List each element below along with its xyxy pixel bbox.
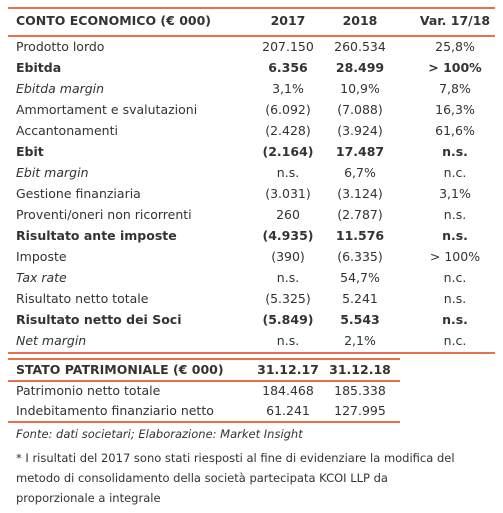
cell: (390)	[271, 249, 305, 264]
cell: metodo di consolidamento della società p…	[16, 471, 388, 485]
cell: (3.031)	[265, 186, 311, 201]
cell: 7,8%	[439, 81, 471, 96]
cell: (5.849)	[262, 312, 314, 327]
cell: Tax rate	[16, 270, 67, 285]
rule	[8, 352, 495, 354]
cell: n.s.	[276, 333, 300, 348]
cell: 184.468	[262, 383, 314, 398]
cell: n.s.	[442, 228, 468, 243]
cell: 61,6%	[435, 123, 475, 138]
cell: 17.487	[335, 144, 385, 159]
cell: (4.935)	[262, 228, 314, 243]
cell: 11.576	[335, 228, 385, 243]
cell: Patrimonio netto totale	[16, 383, 161, 398]
cell: > 100%	[428, 60, 482, 75]
rule	[8, 7, 495, 9]
cell: (3.924)	[337, 123, 383, 138]
cell: (5.325)	[265, 291, 311, 306]
cell: Ebitda margin	[16, 81, 105, 96]
cell: Ebit	[16, 144, 44, 159]
cell: STATO PATRIMONIALE (€ 000)	[16, 362, 224, 377]
cell: n.s.	[276, 165, 300, 180]
cell: 185.338	[334, 383, 386, 398]
cell: n.s.	[443, 291, 467, 306]
rule	[8, 380, 400, 382]
cell: Gestione finanziaria	[16, 186, 141, 201]
rule	[8, 358, 400, 360]
cell: 2018	[342, 13, 378, 28]
cell: 3,1%	[272, 81, 304, 96]
cell: Ebit margin	[16, 165, 89, 180]
cell: 10,9%	[340, 81, 380, 96]
cell: Fonte: dati societari; Elaborazione: Mar…	[16, 427, 303, 441]
cell: n.s.	[276, 270, 300, 285]
cell: 25,8%	[435, 39, 475, 54]
cell: 5.543	[340, 312, 380, 327]
cell: Imposte	[16, 249, 67, 264]
cell: 207.150	[262, 39, 314, 54]
cell: 2017	[270, 13, 306, 28]
cell: n.c.	[443, 270, 467, 285]
cell: proporzionale a integrale	[16, 491, 161, 505]
cell: Ammortament e svalutazioni	[16, 102, 198, 117]
cell: 28.499	[335, 60, 385, 75]
cell: Proventi/oneri non ricorrenti	[16, 207, 192, 222]
cell: Risultato ante imposte	[16, 228, 177, 243]
cell: 2,1%	[344, 333, 376, 348]
cell: Net margin	[16, 333, 87, 348]
cell: 3,1%	[439, 186, 471, 201]
cell: Accantonamenti	[16, 123, 118, 138]
cell: 31.12.18	[329, 362, 391, 377]
cell: 61.241	[266, 403, 310, 418]
cell: (6.092)	[265, 102, 311, 117]
cell: n.s.	[443, 207, 467, 222]
cell: Var. 17/18	[419, 13, 491, 28]
cell: (2.428)	[265, 123, 311, 138]
cell: Risultato netto dei Soci	[16, 312, 182, 327]
cell: CONTO ECONOMICO (€ 000)	[16, 13, 212, 28]
cell: 31.12.17	[257, 362, 319, 377]
cell: n.c.	[443, 165, 467, 180]
cell: n.c.	[443, 333, 467, 348]
cell: (6.335)	[337, 249, 383, 264]
cell: 260	[276, 207, 300, 222]
cell: n.s.	[442, 312, 468, 327]
cell: 127.995	[334, 403, 386, 418]
cell: Risultato netto totale	[16, 291, 149, 306]
cell: (3.124)	[337, 186, 383, 201]
cell: (2.164)	[262, 144, 314, 159]
cell: * I risultati del 2017 sono stati riespo…	[16, 451, 455, 465]
cell: 6.356	[268, 60, 308, 75]
cell: Prodotto lordo	[16, 39, 105, 54]
cell: Ebitda	[16, 60, 62, 75]
cell: (2.787)	[337, 207, 383, 222]
rule	[8, 35, 495, 37]
cell: n.s.	[442, 144, 468, 159]
cell: 54,7%	[340, 270, 380, 285]
cell: 5.241	[342, 291, 378, 306]
cell: 16,3%	[435, 102, 475, 117]
rule	[8, 421, 400, 423]
cell: Indebitamento finanziario netto	[16, 403, 214, 418]
cell: > 100%	[429, 249, 481, 264]
cell: 260.534	[334, 39, 386, 54]
cell: 6,7%	[344, 165, 376, 180]
cell: (7.088)	[337, 102, 383, 117]
